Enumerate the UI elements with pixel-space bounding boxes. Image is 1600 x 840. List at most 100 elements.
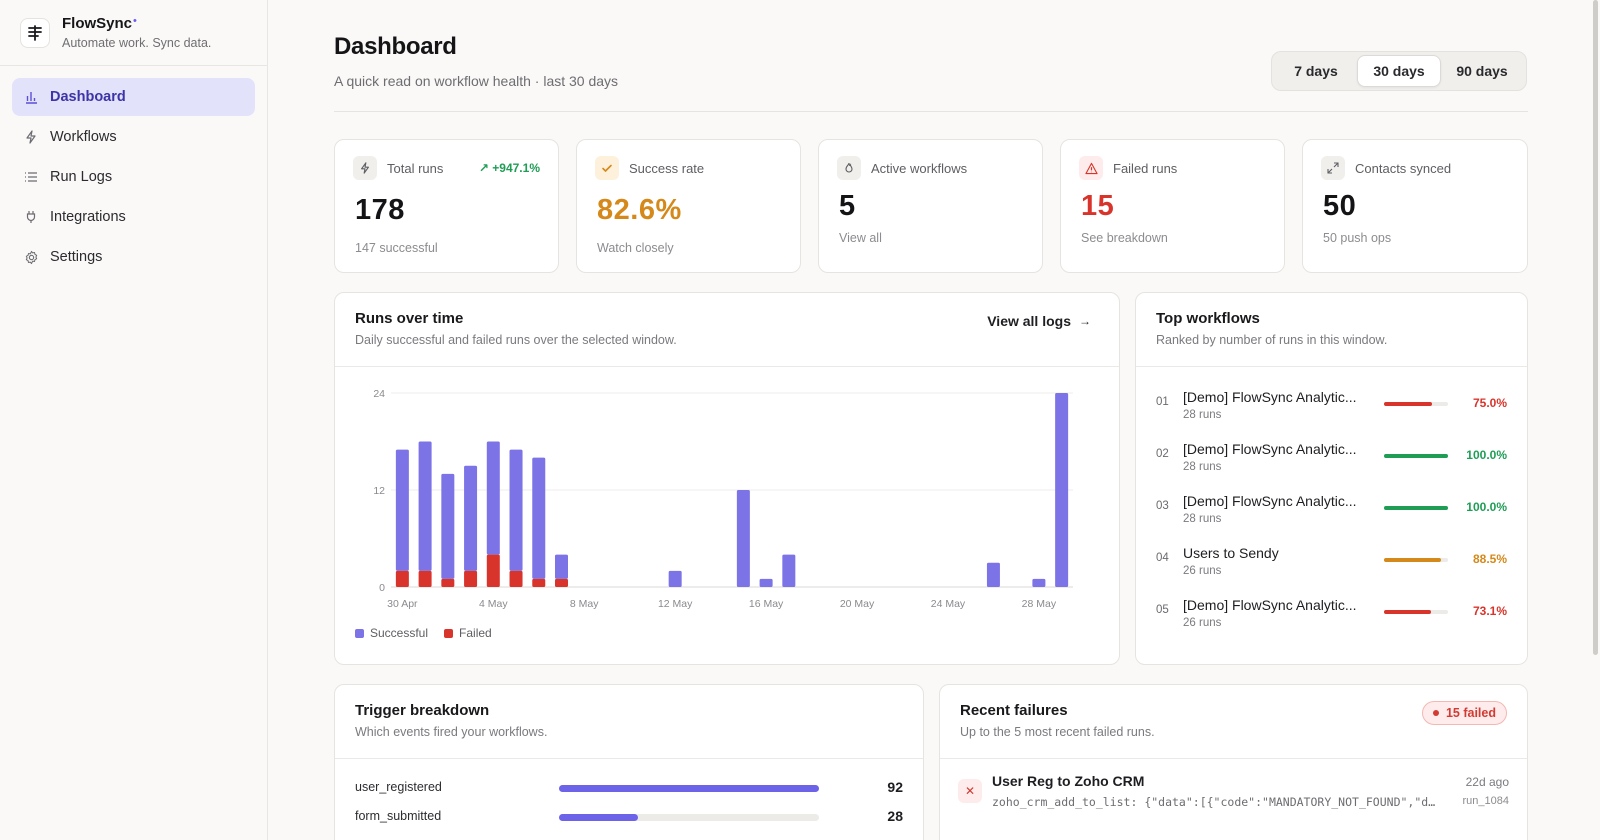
bar-successful — [759, 578, 773, 587]
recent-failures-panel: Recent failures Up to the 5 most recent … — [939, 684, 1528, 840]
bar-successful — [486, 441, 500, 555]
panel-subtitle: Up to the 5 most recent failed runs. — [960, 725, 1155, 739]
workflow-success-rate: 73.1% — [1472, 604, 1507, 618]
success-rate-fill — [1384, 454, 1448, 458]
list-icon — [22, 170, 40, 184]
page-header: Dashboard A quick read on workflow healt… — [334, 33, 618, 89]
stat-card-total-runs[interactable]: Total runs ↗ +947.1% 178 147 successful — [334, 139, 559, 273]
chart-legend: Successful Failed — [355, 626, 492, 640]
sidebar-item-label: Settings — [50, 249, 103, 265]
sidebar-nav: Dashboard Workflows Run Logs Integration… — [0, 66, 267, 290]
sidebar-item-dashboard[interactable]: Dashboard — [12, 78, 255, 116]
trigger-bar-fill — [559, 785, 819, 792]
brand: FlowSync• Automate work. Sync data. — [0, 0, 267, 66]
success-rate-bar — [1384, 610, 1448, 614]
warning-icon — [1079, 156, 1103, 180]
workflow-rank: 01 — [1156, 396, 1169, 408]
workflow-name: [Demo] FlowSync Analytic... — [1183, 389, 1357, 405]
bar-failed — [486, 554, 500, 587]
bar-successful — [395, 449, 409, 571]
stat-value: 178 — [355, 194, 405, 226]
stat-card-success-rate[interactable]: Success rate 82.6% Watch closely — [576, 139, 801, 273]
failure-message: zoho_crm_add_to_list: {"data":[{"code":"… — [992, 795, 1442, 809]
failure-row[interactable]: ✕ User Reg to Zoho CRM zoho_crm_add_to_l… — [940, 773, 1527, 813]
bar-chart-icon — [22, 90, 40, 104]
close-icon: ✕ — [958, 779, 982, 803]
failure-workflow-name: User Reg to Zoho CRM — [992, 773, 1145, 789]
main-content: Dashboard A quick read on workflow healt… — [268, 0, 1600, 840]
success-rate-fill — [1384, 558, 1441, 562]
bar-successful — [668, 570, 682, 587]
stat-card-failed-runs[interactable]: Failed runs 15 See breakdown — [1060, 139, 1285, 273]
stat-value: 15 — [1081, 190, 1115, 222]
workflow-runs: 26 runs — [1183, 565, 1222, 577]
stat-value: 82.6% — [597, 194, 682, 226]
stat-card-contacts-synced[interactable]: Contacts synced 50 50 push ops — [1302, 139, 1528, 273]
bar-successful — [509, 449, 523, 571]
bar-successful — [418, 441, 432, 571]
see-breakdown-link[interactable]: See breakdown — [1081, 231, 1168, 245]
view-all-link[interactable]: View all — [839, 231, 882, 245]
flame-icon — [837, 156, 861, 180]
stat-card-active-workflows[interactable]: Active workflows 5 View all — [818, 139, 1043, 273]
legend-label: Successful — [370, 626, 429, 640]
workflow-runs: 26 runs — [1183, 617, 1222, 629]
stat-label: Success rate — [629, 160, 705, 176]
x-tick-label: 8 May — [570, 598, 599, 610]
sidebar-item-label: Integrations — [50, 209, 126, 225]
bar-failed — [509, 570, 523, 587]
success-rate-fill — [1384, 402, 1432, 406]
workflow-rank: 02 — [1156, 448, 1169, 460]
bar-successful — [441, 473, 455, 579]
legend-label: Failed — [459, 626, 492, 640]
workflow-runs: 28 runs — [1183, 513, 1222, 525]
sidebar-item-workflows[interactable]: Workflows — [12, 118, 255, 156]
view-all-logs-link[interactable]: View all logs → — [987, 313, 1091, 329]
bar-failed — [395, 570, 409, 587]
bolt-icon — [353, 156, 377, 180]
bar-successful — [555, 554, 568, 579]
success-rate-bar — [1384, 454, 1448, 458]
panel-subtitle: Which events fired your workflows. — [355, 725, 548, 739]
sidebar: FlowSync• Automate work. Sync data. Dash… — [0, 0, 268, 840]
workflow-row[interactable]: 01 [Demo] FlowSync Analytic... 28 runs 75.0… — [1136, 381, 1527, 425]
sidebar-item-integrations[interactable]: Integrations — [12, 198, 255, 236]
range-90-days-button[interactable]: 90 days — [1456, 63, 1508, 79]
workflow-row[interactable]: 05 [Demo] FlowSync Analytic... 26 runs 73.1… — [1136, 589, 1527, 633]
range-7-days-button[interactable]: 7 days — [1294, 63, 1338, 79]
trigger-bar — [559, 814, 819, 821]
bar-successful — [986, 562, 1000, 587]
workflow-row[interactable]: 02 [Demo] FlowSync Analytic... 28 runs 100.… — [1136, 433, 1527, 477]
stat-footnote: Watch closely — [597, 241, 674, 255]
workflow-name: [Demo] FlowSync Analytic... — [1183, 597, 1357, 613]
trigger-count: 92 — [887, 779, 903, 795]
failure-run-id: run_1084 — [1462, 795, 1510, 807]
x-tick-label: 30 Apr — [387, 598, 418, 610]
page-title: Dashboard — [334, 33, 457, 60]
y-tick-label: 12 — [373, 485, 385, 497]
bar-failed — [555, 578, 568, 587]
trigger-row: user_registered 92 — [335, 778, 923, 798]
workflow-row[interactable]: 03 [Demo] FlowSync Analytic... 28 runs 100.… — [1136, 485, 1527, 529]
sidebar-item-run-logs[interactable]: Run Logs — [12, 158, 255, 196]
range-30-days-button[interactable]: 30 days — [1357, 55, 1441, 87]
y-tick-label: 0 — [379, 582, 385, 594]
date-range-selector: 7 days 30 days 90 days — [1271, 51, 1527, 91]
stat-label: Active workflows — [871, 160, 968, 176]
bar-successful — [782, 554, 796, 587]
stat-label: Total runs — [387, 160, 444, 176]
bar-successful — [464, 465, 478, 571]
trigger-bar-fill — [559, 814, 639, 821]
divider — [335, 366, 1119, 367]
runs-over-time-panel: Runs over time Daily successful and fail… — [334, 292, 1120, 665]
bar-failed — [532, 578, 546, 587]
sidebar-item-settings[interactable]: Settings — [12, 238, 255, 276]
scrollbar[interactable] — [1593, 0, 1598, 655]
trigger-bar — [559, 785, 819, 792]
stat-footnote: 50 push ops — [1323, 231, 1392, 245]
workflow-row[interactable]: 04 Users to Sendy 26 runs 88.5% — [1136, 537, 1527, 581]
arrow-right-icon: → — [1079, 314, 1091, 328]
bar-successful — [1032, 578, 1046, 587]
workflow-rank: 05 — [1156, 604, 1169, 616]
brand-dot: • — [133, 15, 137, 27]
